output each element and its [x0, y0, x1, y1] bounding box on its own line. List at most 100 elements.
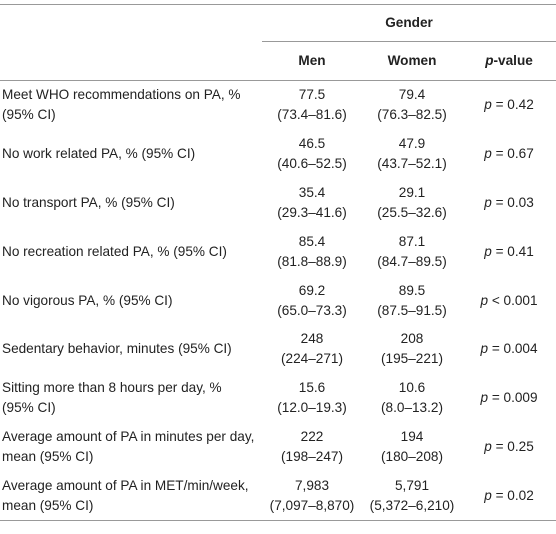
men-cell: 69.2 (65.0–73.3): [262, 276, 362, 325]
p-value-cell: p = 0.02: [462, 471, 556, 522]
italic-symbol: p: [480, 390, 489, 406]
men-cell: 77.5 (73.4–81.6): [262, 81, 362, 130]
italic-symbol: p: [484, 243, 492, 259]
estimate: 15.6: [298, 380, 326, 396]
p-value: = 0.42: [495, 97, 534, 113]
table-row: Average amount of PA in minutes per day,…: [0, 423, 556, 472]
italic-symbol: p: [484, 97, 492, 113]
p-value: = 0.03: [495, 194, 534, 210]
confidence-interval: (40.6–52.5): [277, 156, 347, 172]
p-value-cell: p = 0.03: [462, 179, 556, 228]
p-value-cell: p = 0.009: [462, 374, 556, 423]
confidence-interval: (180–208): [381, 448, 443, 464]
estimate: 248: [300, 331, 324, 347]
men-cell: 15.6 (12.0–19.3): [262, 374, 362, 423]
row-label: No recreation related PA, % (95% CI): [2, 243, 227, 259]
estimate: 208: [400, 331, 424, 347]
estimate: 87.1: [398, 233, 426, 249]
italic-symbol: p: [485, 53, 494, 68]
column-header: Women: [362, 41, 462, 81]
confidence-interval: (198–247): [281, 448, 343, 464]
men-cell: 46.5 (40.6–52.5): [262, 130, 362, 179]
men-cell: 35.4 (29.3–41.6): [262, 179, 362, 228]
p-value-cell: p = 0.25: [462, 423, 556, 472]
header-columns-row: Men Women p-value: [0, 41, 556, 81]
confidence-interval: (8.0–13.2): [381, 400, 443, 416]
italic-symbol: p: [484, 194, 492, 210]
women-cell: 29.1 (25.5–32.6): [362, 179, 462, 228]
results-table: Gender Men Women p-value Meet WHO recomm…: [0, 4, 556, 522]
table-row: Sedentary behavior, minutes (95% CI) 248 (…: [0, 325, 556, 374]
estimate: 47.9: [398, 136, 426, 152]
confidence-interval: (76.3–82.5): [377, 107, 447, 123]
confidence-interval: (65.0–73.3): [277, 302, 347, 318]
italic-symbol: p: [480, 292, 489, 308]
men-cell: 222 (198–247): [262, 423, 362, 472]
table-row: No vigorous PA, % (95% CI) 69.2 (65.0–73.3…: [0, 276, 556, 325]
column-header: Men: [262, 41, 362, 81]
confidence-interval: (73.4–81.6): [277, 107, 347, 123]
estimate: 85.4: [298, 233, 326, 249]
italic-symbol: p: [484, 438, 492, 454]
confidence-interval: (25.5–32.6): [377, 204, 447, 220]
confidence-interval: (29.3–41.6): [277, 204, 347, 220]
italic-symbol: p: [480, 341, 489, 357]
italic-symbol: p: [484, 487, 492, 503]
women-cell: 47.9 (43.7–52.1): [362, 130, 462, 179]
column-header: p-value: [462, 41, 556, 81]
estimate: 79.4: [398, 87, 426, 103]
confidence-interval: (7,097–8,870): [269, 497, 355, 513]
italic-symbol: p: [484, 146, 492, 162]
estimate: 194: [400, 428, 424, 444]
table-row: Average amount of PA in MET/min/week, me…: [0, 471, 556, 522]
blank-cell: [0, 41, 262, 81]
estimate: 77.5: [298, 87, 326, 103]
men-cell: 248 (224–271): [262, 325, 362, 374]
row-label: No work related PA, % (95% CI): [2, 146, 196, 162]
confidence-interval: (224–271): [281, 351, 343, 367]
estimate: 10.6: [398, 380, 426, 396]
estimate: 5,791: [394, 477, 430, 493]
p-value-cell: p = 0.42: [462, 81, 556, 130]
p-value-cell: p < 0.001: [462, 276, 556, 325]
table-row: Sitting more than 8 hours per day, % (95…: [0, 374, 556, 423]
group-header: Gender: [262, 4, 556, 42]
blank-cell: [0, 4, 262, 42]
confidence-interval: (43.7–52.1): [377, 156, 447, 172]
women-cell: 10.6 (8.0–13.2): [362, 374, 462, 423]
p-value-cell: p = 0.004: [462, 325, 556, 374]
women-cell: 89.5 (87.5–91.5): [362, 276, 462, 325]
table-row: Meet WHO recommendations on PA, % (95% C…: [0, 81, 556, 130]
confidence-interval: (12.0–19.3): [277, 400, 347, 416]
women-cell: 87.1 (84.7–89.5): [362, 227, 462, 276]
women-cell: 208 (195–221): [362, 325, 462, 374]
estimate: 35.4: [298, 184, 326, 200]
p-value: < 0.001: [491, 292, 538, 308]
row-label: Meet WHO recommendations on PA, % (95% C…: [2, 87, 241, 123]
page: Gender Men Women p-value Meet WHO recomm…: [0, 4, 556, 534]
p-value-cell: p = 0.67: [462, 130, 556, 179]
women-cell: 5,791 (5,372–6,210): [362, 471, 462, 522]
confidence-interval: (84.7–89.5): [377, 253, 447, 269]
p-value: = 0.41: [495, 243, 534, 259]
row-label: Average amount of PA in minutes per day,…: [2, 428, 255, 464]
table-row: No work related PA, % (95% CI) 46.5 (40.6–…: [0, 130, 556, 179]
estimate: 89.5: [398, 282, 426, 298]
p-value: = 0.25: [495, 438, 534, 454]
estimate: 29.1: [398, 184, 426, 200]
column-header-text: -value: [493, 53, 533, 68]
table-row: No recreation related PA, % (95% CI) 85.4…: [0, 227, 556, 276]
table-row: No transport PA, % (95% CI) 35.4 (29.3–41.…: [0, 179, 556, 228]
estimate: 46.5: [298, 136, 326, 152]
estimate: 69.2: [298, 282, 326, 298]
p-value: = 0.009: [491, 390, 538, 406]
estimate: 7,983: [294, 477, 330, 493]
row-label: No transport PA, % (95% CI): [2, 194, 175, 210]
men-cell: 85.4 (81.8–88.9): [262, 227, 362, 276]
header-group-row: Gender: [0, 4, 556, 42]
row-label: Average amount of PA in MET/min/week, me…: [0, 471, 262, 522]
confidence-interval: (195–221): [381, 351, 443, 367]
confidence-interval: (87.5–91.5): [377, 302, 447, 318]
confidence-interval: (81.8–88.9): [277, 253, 347, 269]
confidence-interval: (5,372–6,210): [369, 497, 455, 513]
